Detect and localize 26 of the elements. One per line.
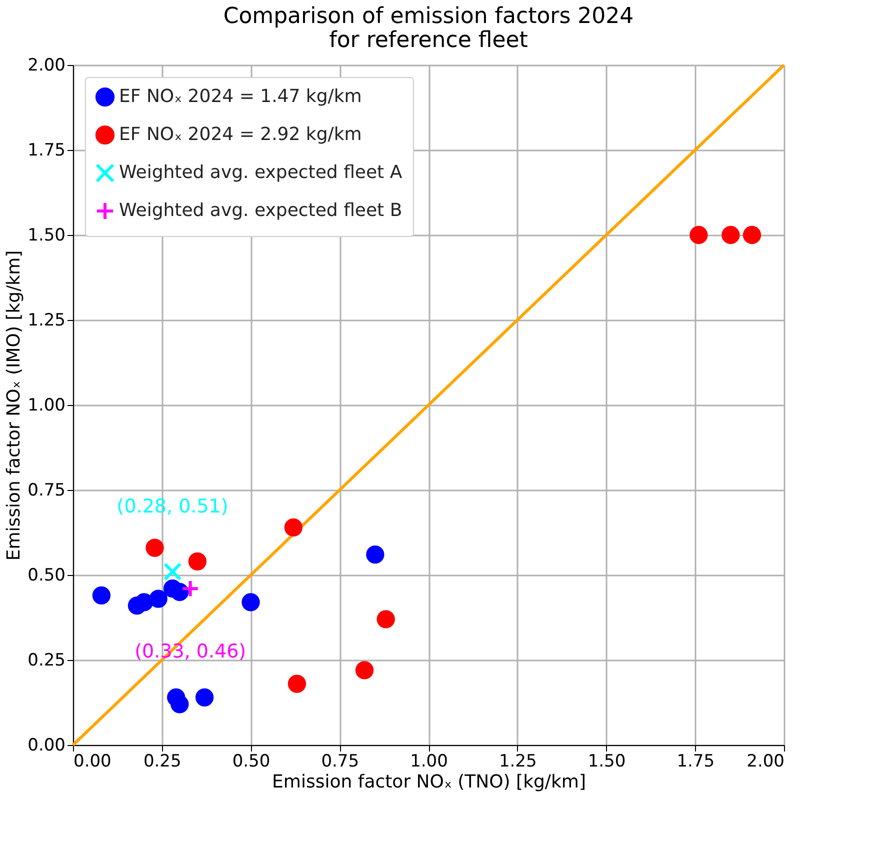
y-axis-title: Emission factor NOₓ (IMO) [kg/km] xyxy=(4,250,25,561)
legend-label: EF NOₓ 2024 = 1.47 kg/km xyxy=(119,86,362,107)
x-tick-label: 0.50 xyxy=(232,752,270,772)
legend-label: EF NOₓ 2024 = 2.92 kg/km xyxy=(119,124,362,145)
y-tick-label: 0.50 xyxy=(28,566,66,586)
chart-title: Comparison of emission factors 2024 for reference fleet xyxy=(223,4,634,53)
y-tick-label: 0.25 xyxy=(28,650,66,670)
legend-label: Weighted avg. expected fleet A xyxy=(119,162,403,183)
legend-label: Weighted avg. expected fleet B xyxy=(119,200,402,221)
x-tick-label: 0.75 xyxy=(321,752,360,772)
x-tick-label: 1.00 xyxy=(410,752,448,772)
y-tick-label: 2.00 xyxy=(28,56,66,76)
x-tick-label: 0.00 xyxy=(74,752,112,772)
annotation: (0.28, 0.51) xyxy=(116,496,228,518)
x-tick-label: 1.75 xyxy=(676,752,715,772)
x-tick-label: 1.25 xyxy=(498,752,537,772)
y-tick-label: 1.50 xyxy=(28,226,66,246)
x-axis-title: Emission factor NOₓ (TNO) [kg/km] xyxy=(272,772,586,792)
x-tick-label: 1.50 xyxy=(588,752,626,772)
y-tick-label: 0.00 xyxy=(28,736,66,756)
y-tick-label: 1.75 xyxy=(28,140,66,160)
y-tick-label: 1.25 xyxy=(28,310,66,330)
y-tick-label: 0.75 xyxy=(28,480,66,500)
y-tick-label: 1.00 xyxy=(28,396,66,416)
x-tick-label: 0.25 xyxy=(143,752,182,772)
x-tick-label: 2.00 xyxy=(746,752,784,772)
